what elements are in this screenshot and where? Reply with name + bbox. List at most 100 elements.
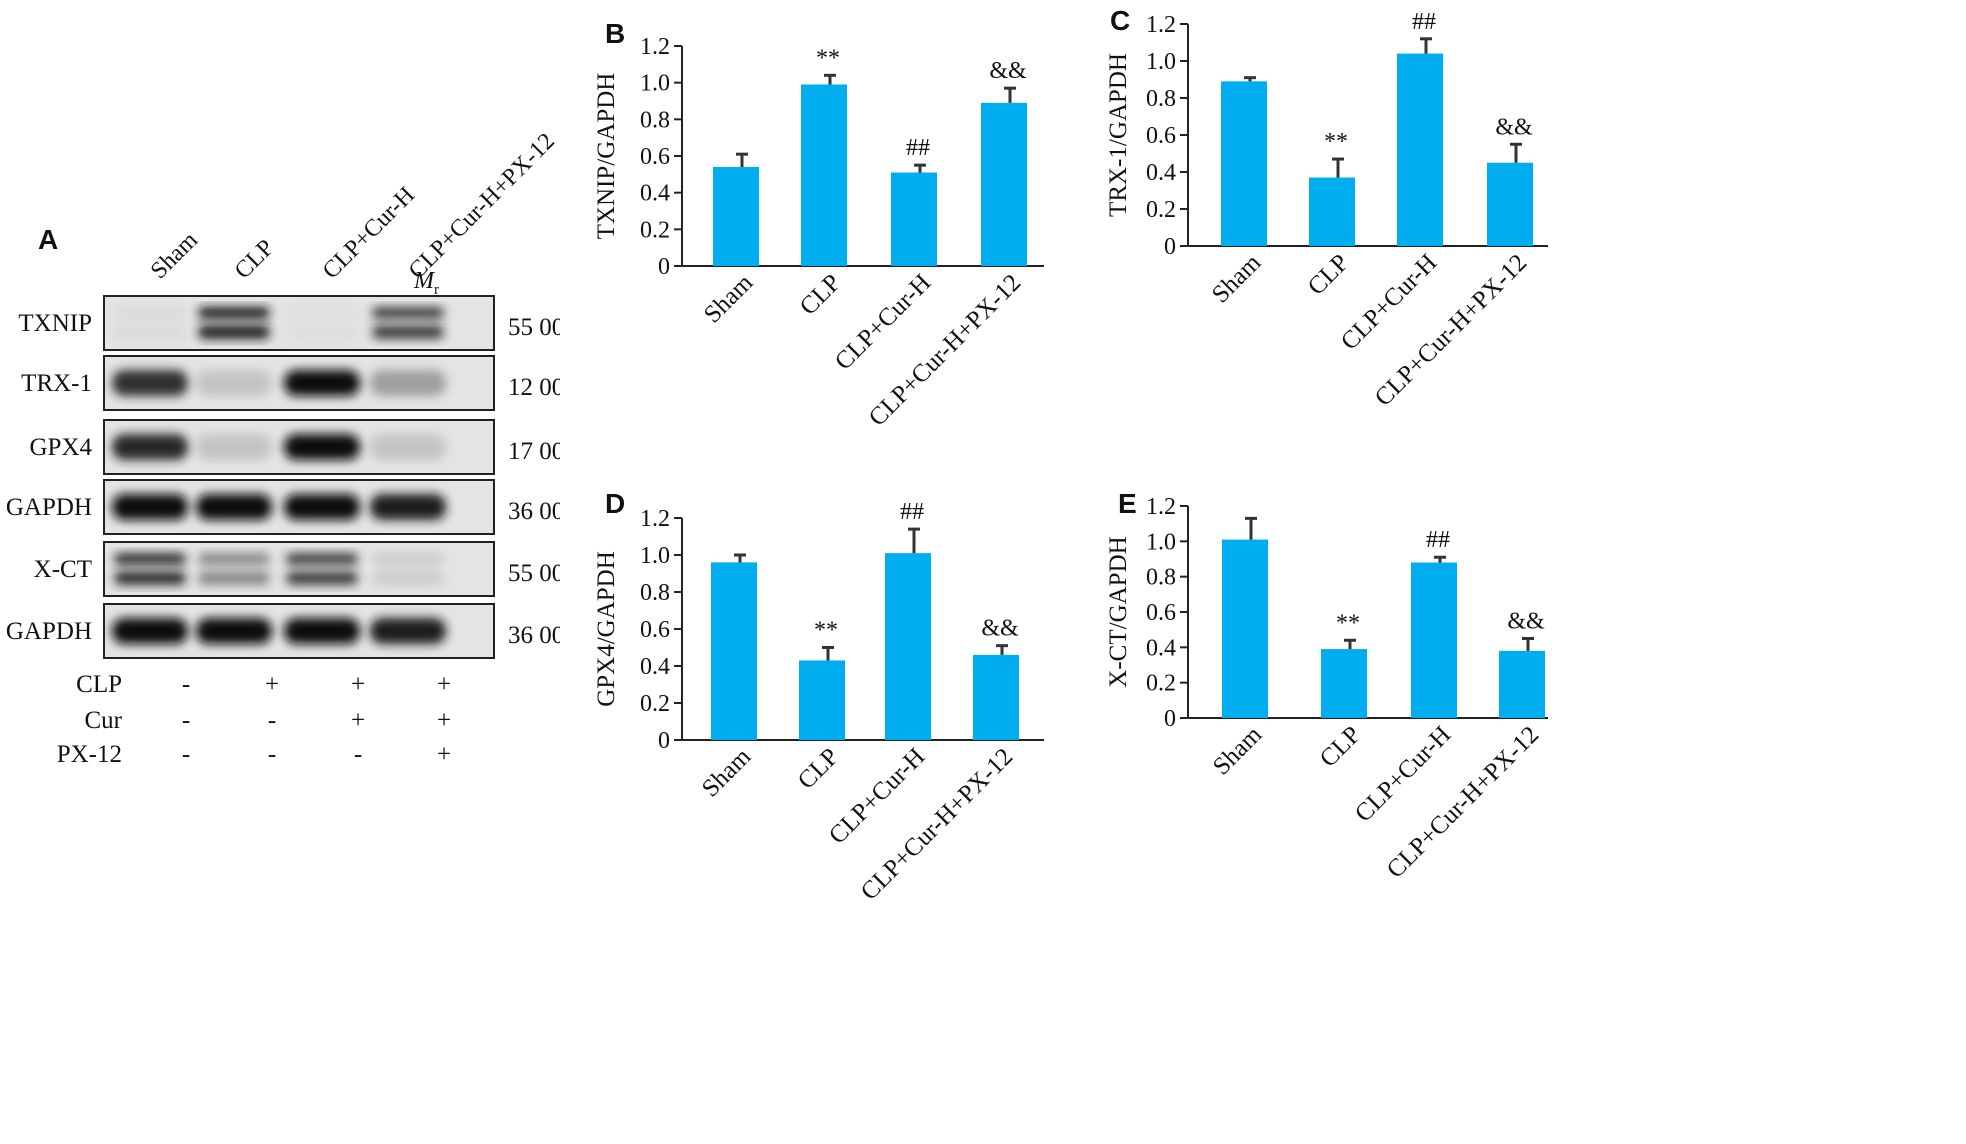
bar-clp-cur-h (891, 172, 937, 266)
y-tick-label: 1.2 (1146, 12, 1176, 38)
y-tick-label: 0.2 (640, 691, 670, 717)
blot-band (196, 618, 272, 644)
treatment-sign: - (268, 707, 276, 734)
mr-header: Mr (413, 268, 439, 298)
blot-band (112, 434, 188, 460)
protein-label: GAPDH (6, 494, 92, 521)
bar-clp-cur-h (1397, 53, 1443, 246)
protein-label: GPX4 (29, 434, 92, 461)
y-axis-label: X-CT/GAPDH (1105, 536, 1132, 687)
significance-mark: && (1495, 114, 1533, 140)
bar-clp-cur-h-px-12 (973, 654, 1019, 740)
bar-sham (713, 167, 759, 266)
y-tick-label: 0.2 (640, 217, 670, 243)
bar-sham (1221, 81, 1267, 246)
y-tick-label: 1.2 (1146, 494, 1176, 520)
category-label: Sham (1208, 721, 1268, 781)
y-tick-label: 0.4 (1146, 160, 1176, 186)
y-tick-label: 1.0 (1146, 49, 1176, 75)
blot-band (284, 370, 360, 396)
blot-band (284, 618, 360, 644)
blot-band (114, 553, 186, 565)
y-tick-label: 1.2 (640, 506, 670, 532)
blot-band (370, 618, 446, 644)
bar-clp-cur-h (1411, 562, 1457, 718)
blot-band (286, 325, 358, 339)
blot-band (114, 571, 186, 585)
y-tick-label: 1.0 (640, 71, 670, 97)
blot-band (286, 571, 358, 585)
bar-clp (1309, 177, 1355, 246)
blot-band (198, 571, 270, 585)
y-tick-label: 0.4 (1146, 635, 1176, 661)
mr-label: M (413, 268, 436, 294)
panel-d-letter: D (605, 488, 626, 519)
treatment-sign: + (265, 671, 279, 698)
y-tick-label: 0.8 (640, 580, 670, 606)
y-tick-label: 0.2 (1146, 197, 1176, 223)
y-tick-label: 0.8 (640, 107, 670, 133)
blot-band (114, 307, 186, 319)
treatment-sign: + (437, 707, 451, 734)
y-tick-label: 0.8 (1146, 86, 1176, 112)
bar-clp (799, 660, 845, 740)
treatment-sign: - (182, 707, 190, 734)
treatment-label: CLP (76, 671, 122, 698)
significance-mark: && (1507, 609, 1545, 635)
significance-mark: ** (1336, 610, 1360, 636)
bar-clp-cur-h-px-12 (981, 102, 1027, 266)
y-tick-label: 0 (1164, 706, 1176, 732)
blot-band (372, 571, 444, 585)
treatment-label: PX-12 (57, 741, 122, 768)
treatment-sign: + (437, 671, 451, 698)
treatment-sign: + (351, 671, 365, 698)
blot-band (286, 307, 358, 319)
mr-value: 36 000 (508, 498, 560, 525)
treatment-sign: + (437, 741, 451, 768)
significance-mark: ** (816, 45, 840, 71)
blot-band (370, 494, 446, 520)
y-tick-label: 0.6 (640, 617, 670, 643)
mr-value: 55 000 (508, 560, 560, 587)
panel-a-letter: A (38, 224, 59, 255)
significance-mark: ## (906, 135, 930, 161)
blot-band (372, 307, 444, 319)
significance-mark: && (981, 616, 1019, 642)
mr-value: 12 000 (508, 374, 560, 401)
protein-label: X-CT (34, 556, 92, 583)
protein-label: GAPDH (6, 618, 92, 645)
y-tick-label: 0.6 (640, 144, 670, 170)
blot-frame (103, 295, 495, 351)
bar-clp-cur-h-px-12 (1499, 650, 1545, 718)
blot-band (114, 325, 186, 339)
blot-band (286, 553, 358, 565)
blot-band (372, 553, 444, 565)
y-tick-label: 0 (1164, 234, 1176, 260)
blot-band (198, 307, 270, 319)
blot-band (112, 370, 188, 396)
significance-mark: && (989, 58, 1027, 84)
blot-band (112, 618, 188, 644)
bar-clp-cur-h-px-12 (1487, 162, 1533, 246)
blot-frame (103, 541, 495, 597)
treatment-sign: - (354, 741, 362, 768)
significance-mark: ** (1324, 129, 1348, 155)
bar-sham (711, 562, 757, 740)
bar-clp-cur-h (885, 553, 931, 740)
y-tick-label: 1.0 (1146, 529, 1176, 555)
y-tick-label: 0.6 (1146, 600, 1176, 626)
bar-sham (1222, 539, 1268, 718)
significance-mark: ## (900, 499, 924, 525)
category-label: CLP+Cur-H+PX-12 (1382, 721, 1544, 883)
y-tick-label: 0.8 (1146, 565, 1176, 591)
blot-band (112, 494, 188, 520)
treatment-label: Cur (85, 707, 123, 734)
mr-value: 17 000 (508, 438, 560, 465)
y-tick-label: 0 (658, 728, 670, 754)
y-tick-label: 1.0 (640, 543, 670, 569)
blot-band (196, 434, 272, 460)
